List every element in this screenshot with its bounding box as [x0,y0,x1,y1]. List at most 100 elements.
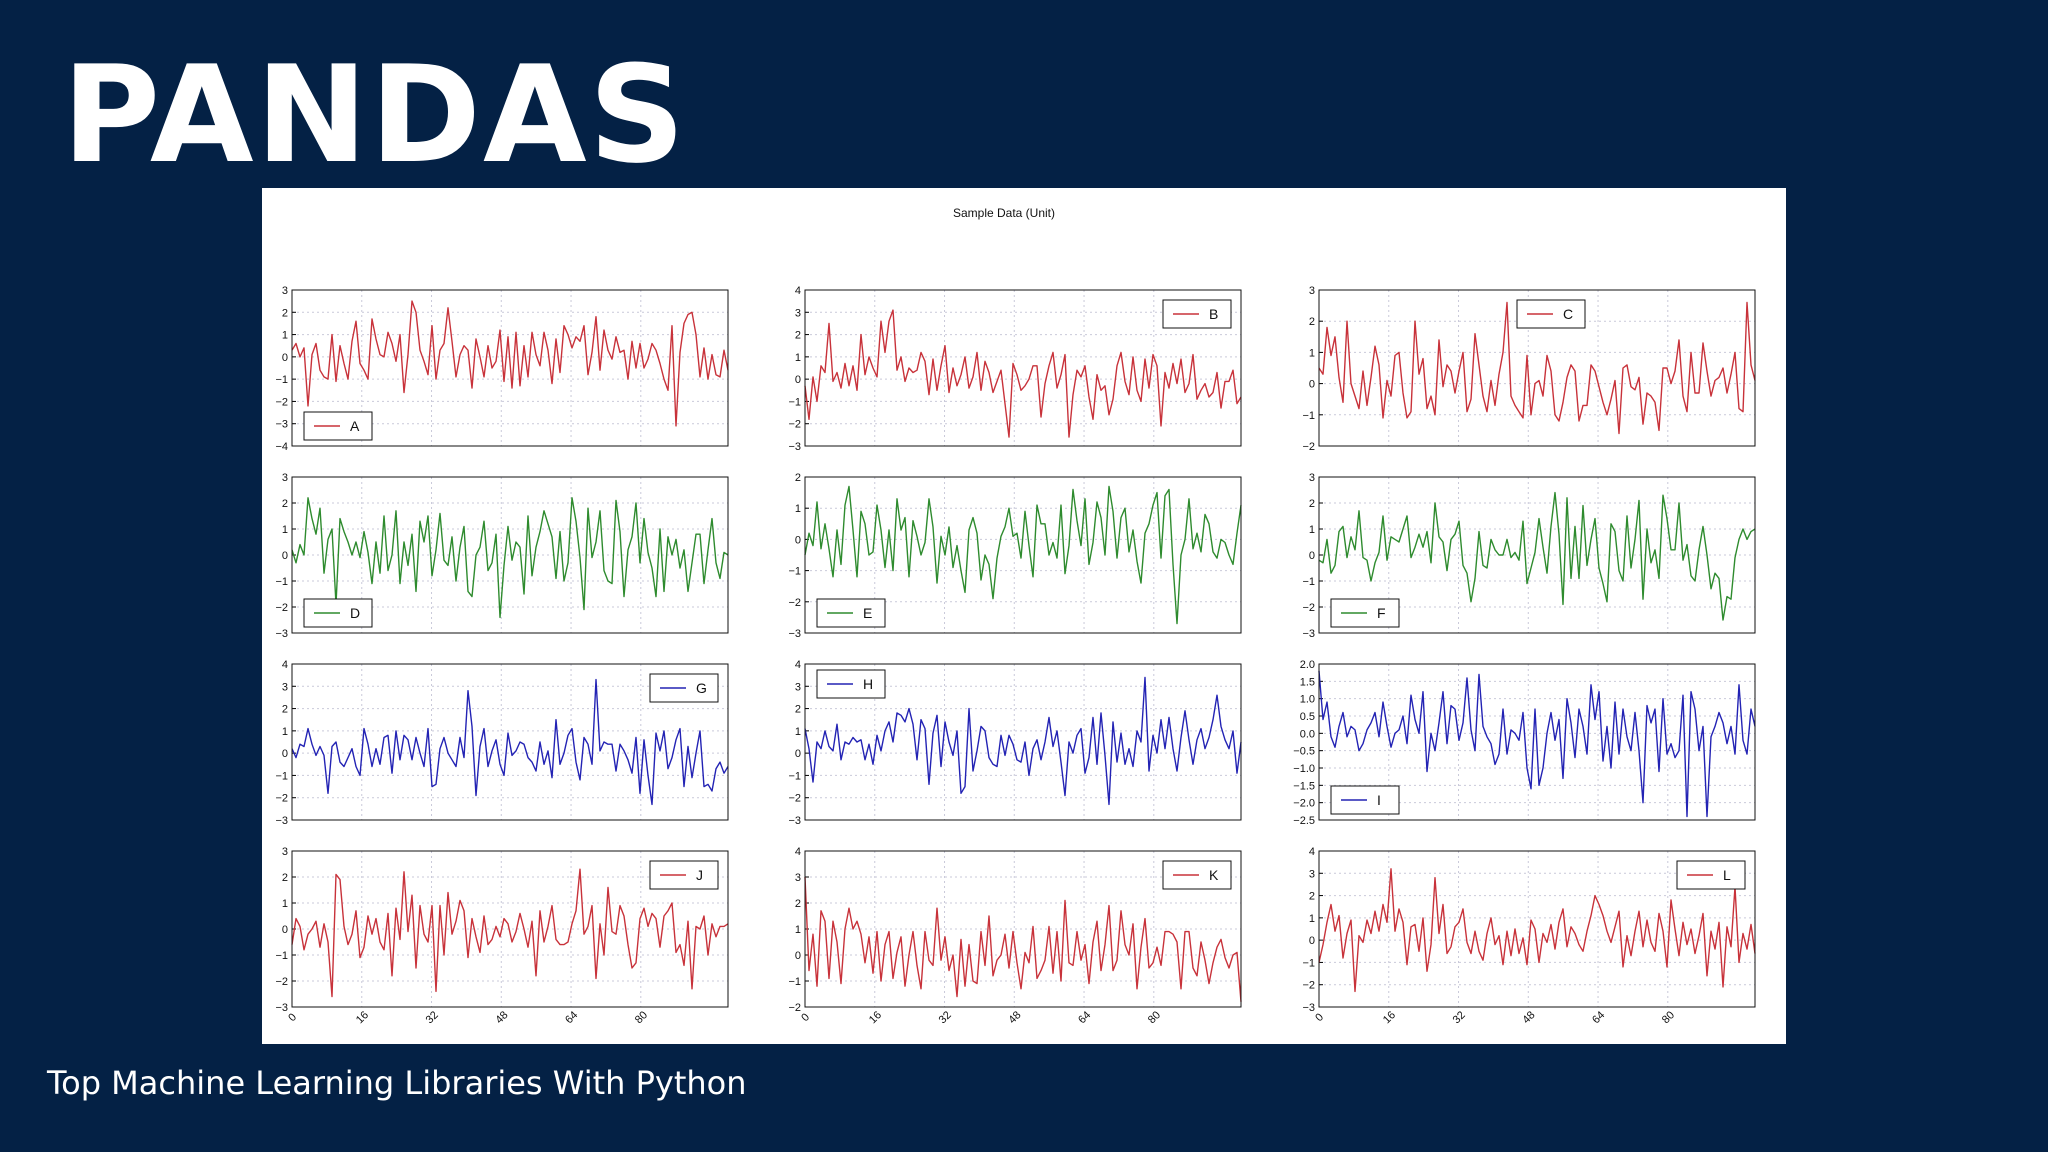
y-tick-label: −2 [1302,980,1315,992]
y-tick-label: −3 [275,419,288,431]
chart-figure: Sample Data (Unit) 3 2 1 0 −1 −2 −3 −4 A 4 3 2 1 0 −1−… [262,188,1786,1044]
legend-label: I [1377,792,1381,808]
series-line-G [291,678,729,806]
y-tick-label: 0 [795,748,801,760]
y-tick-label: 1 [795,726,801,738]
y-tick-label: 0 [282,924,288,936]
legend-label: C [1563,306,1573,322]
panel-frame [1318,289,1756,447]
legend-label: J [696,867,703,883]
panel-frame [291,663,729,821]
x-tick-label: 48 [1520,1009,1537,1026]
legend-J: J [649,860,719,890]
y-tick-label: −1 [275,770,288,782]
y-tick-label: −1 [1302,576,1315,588]
y-tick-label: −3 [788,628,801,640]
y-tick-label: −2 [788,597,801,609]
legend-A: A [303,411,373,441]
x-tick-label: 64 [1590,1009,1607,1026]
y-tick-label: 3 [795,307,801,319]
y-tick-label: −2 [1302,441,1315,453]
legend-H: H [816,669,886,699]
legend-B: B [1162,299,1232,329]
y-tick-label: 3 [282,681,288,693]
y-tick-label: 3 [795,872,801,884]
y-tick-label: 2 [1309,316,1315,328]
panel-frame [1318,850,1756,1008]
y-tick-label: −2 [788,1002,801,1014]
x-tick-label: 16 [867,1009,884,1026]
y-tick-label: 1.5 [1300,676,1315,688]
y-tick-label: −1 [788,770,801,782]
y-tick-label: −3 [788,441,801,453]
legend-label: F [1377,605,1386,621]
y-tick-label: −2 [275,793,288,805]
y-tick-label: −4 [275,441,288,453]
y-tick-label: 2 [795,472,801,484]
y-tick-label: 3 [795,681,801,693]
y-tick-label: 0 [795,534,801,546]
slide-subtitle: Top Machine Learning Libraries With Pyth… [47,1064,747,1102]
chart-title: Sample Data (Unit) [953,206,1055,220]
series-line-B [804,309,1242,438]
panel-G: 4 3 2 1 0 −1 −2 −3 G [275,659,729,827]
legend-label: K [1209,867,1219,883]
panel-frame [1318,663,1756,821]
series-line-D [291,497,729,619]
panel-I: 2.0 1.5 1.0 0.5 0.0 −0.5 −1.0 −1.5 −2.0 −2.5 I [1293,659,1756,827]
y-tick-label: 3 [1309,285,1315,297]
y-tick-label: 0.5 [1300,711,1315,723]
legend-label: L [1723,867,1731,883]
panel-frame [804,289,1242,447]
panel-frame [291,476,729,634]
y-tick-label: 1.0 [1300,694,1315,706]
y-tick-label: −2 [275,602,288,614]
x-tick-label: 16 [354,1009,371,1026]
legend-label: G [696,680,707,696]
x-tick-label: 0 [799,1011,812,1024]
x-tick-label: 0 [286,1011,299,1024]
series-line-H [804,676,1242,806]
series-line-I [1318,670,1756,818]
y-tick-label: 0 [795,950,801,962]
legend-I: I [1330,785,1400,815]
y-tick-label: 3 [282,285,288,297]
y-tick-label: 3 [1309,472,1315,484]
y-tick-label: −3 [275,815,288,827]
y-tick-label: 1 [795,352,801,364]
legend-E: E [816,598,886,628]
y-tick-label: 4 [795,846,801,858]
y-tick-label: 2 [282,872,288,884]
y-tick-label: 1 [282,330,288,342]
panel-frame [291,289,729,447]
x-tick-label: 48 [493,1009,510,1026]
y-tick-label: 1 [1309,524,1315,536]
y-tick-label: 4 [795,285,801,297]
x-tick-label: 16 [1381,1009,1398,1026]
y-tick-label: −3 [788,815,801,827]
x-tick-label: 64 [563,1009,580,1026]
panel-C: 3 2 1 0 −1 −2 C [1302,285,1756,453]
y-tick-label: 0 [282,352,288,364]
x-tick-label: 48 [1006,1009,1023,1026]
y-tick-label: −1 [788,396,801,408]
y-tick-label: −1 [788,976,801,988]
y-tick-label: −3 [1302,628,1315,640]
y-tick-label: 1 [282,898,288,910]
y-tick-label: 2 [1309,498,1315,510]
x-tick-label: 32 [424,1009,441,1026]
panel-B: 4 3 2 1 0 −1 −2 −3 B [788,285,1242,453]
series-line-J [291,868,729,998]
series-line-K [804,876,1242,1002]
chart-svg: Sample Data (Unit) 3210−1−2−3−4A43210−1−… [275,206,1756,1026]
y-tick-label: 3 [282,846,288,858]
y-tick-label: 2 [795,898,801,910]
slide-title: PANDAS [62,37,688,193]
y-tick-label: 0 [1309,935,1315,947]
y-tick-label: −1 [1302,410,1315,422]
x-tick-label: 64 [1076,1009,1093,1026]
legend-label: E [863,605,872,621]
legend-K: K [1162,860,1232,890]
